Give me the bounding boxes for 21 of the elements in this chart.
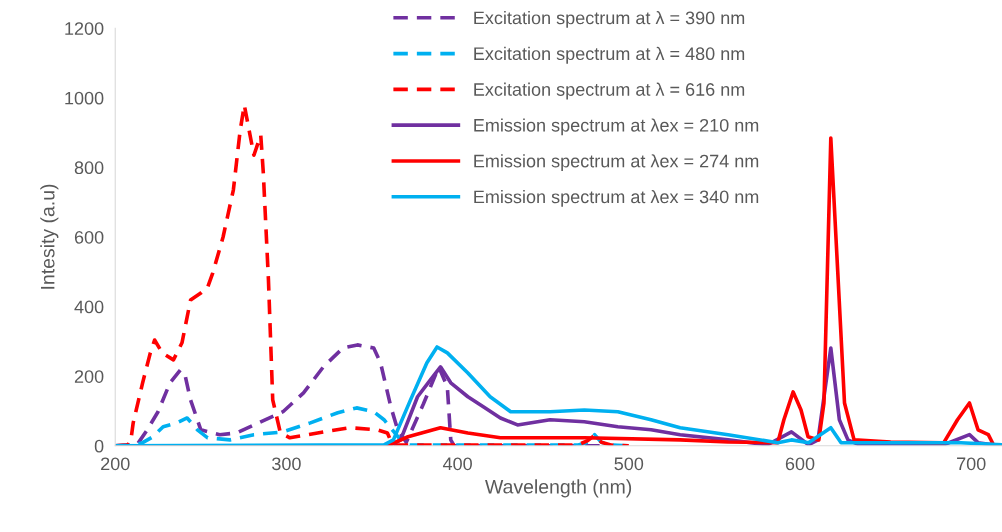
x-tick-label: 300 xyxy=(272,457,301,471)
legend-label: Emission spectrum at λex = 274 nm xyxy=(474,154,759,172)
y-axis-title: Intesity (a.u) xyxy=(40,184,59,289)
x-tick-label: 700 xyxy=(957,457,986,471)
x-tick-label: 500 xyxy=(614,457,644,471)
legend-label: Emission spectrum at λex = 210 nm xyxy=(474,118,759,136)
y-tick-label: 1000 xyxy=(65,91,104,105)
y-tick-label: 1200 xyxy=(65,22,104,35)
legend-label: Excitation spectrum at λ = 390 nm xyxy=(474,11,745,28)
y-tick-label: 200 xyxy=(74,370,104,383)
y-tick-label: 800 xyxy=(74,161,104,175)
x-tick-label: 400 xyxy=(442,457,472,471)
x-tick-label: 600 xyxy=(785,457,815,471)
x-tick-label: 200 xyxy=(101,457,130,471)
y-tick-label: 600 xyxy=(74,230,104,244)
y-tick-label: 0 xyxy=(94,439,104,453)
x-axis-title: Wavelength (nm) xyxy=(485,479,632,498)
legend-label: Excitation spectrum at λ = 480 nm xyxy=(474,46,745,64)
y-tick-label: 400 xyxy=(74,300,104,314)
legend-label: Emission spectrum at λex = 340 nm xyxy=(474,189,759,207)
legend-label: Excitation spectrum at λ = 616 nm xyxy=(474,82,745,100)
